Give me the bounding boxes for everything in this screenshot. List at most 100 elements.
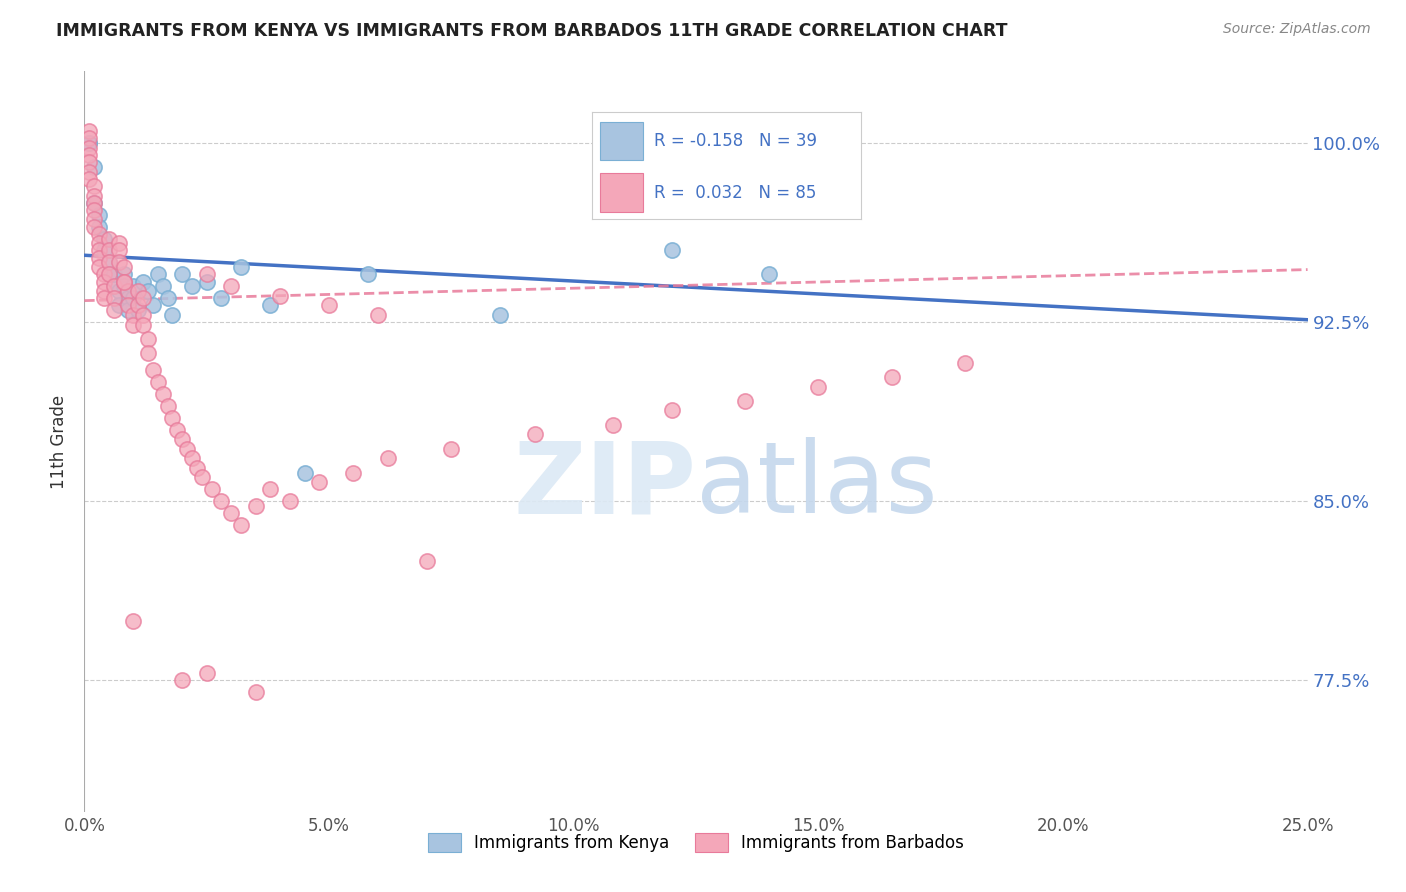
Point: [83, 212, 105, 227]
Point: [156, 291, 179, 305]
Point: [122, 308, 145, 322]
Point: [103, 279, 125, 293]
Point: [278, 494, 301, 508]
Text: Source: ZipAtlas.com: Source: ZipAtlas.com: [1223, 22, 1371, 37]
Point: [156, 399, 179, 413]
Point: [83, 160, 105, 174]
Point: [83, 179, 105, 194]
Point: [195, 268, 218, 282]
Point: [107, 244, 129, 258]
Point: [93, 275, 115, 289]
Point: [83, 219, 105, 234]
Point: [117, 284, 139, 298]
Point: [87, 236, 110, 251]
Point: [77, 124, 100, 138]
Point: [259, 483, 281, 497]
Point: [112, 279, 135, 293]
Point: [294, 466, 316, 480]
Point: [191, 470, 214, 484]
Point: [367, 308, 389, 322]
Point: [661, 244, 683, 258]
Point: [107, 284, 129, 298]
Point: [103, 279, 125, 293]
Point: [172, 432, 194, 446]
Point: [181, 279, 204, 293]
Legend: Immigrants from Kenya, Immigrants from Barbados: Immigrants from Kenya, Immigrants from B…: [420, 826, 972, 859]
Point: [107, 298, 129, 312]
Point: [166, 423, 188, 437]
Point: [734, 393, 756, 408]
Point: [142, 363, 165, 377]
Point: [122, 318, 145, 332]
Point: [318, 298, 340, 312]
Point: [83, 202, 105, 217]
Point: [93, 268, 115, 282]
Point: [87, 251, 110, 265]
Point: [97, 231, 120, 245]
Point: [87, 244, 110, 258]
Point: [152, 386, 174, 401]
Point: [117, 291, 139, 305]
Point: [172, 673, 194, 688]
Point: [162, 410, 184, 425]
Point: [103, 291, 125, 305]
Point: [195, 275, 218, 289]
Point: [953, 356, 976, 370]
Point: [523, 427, 546, 442]
Point: [107, 236, 129, 251]
Point: [87, 260, 110, 275]
Point: [77, 131, 100, 145]
Point: [77, 136, 100, 150]
Point: [132, 308, 155, 322]
Point: [112, 275, 135, 289]
Point: [602, 417, 624, 432]
Point: [181, 451, 204, 466]
Point: [87, 227, 110, 241]
Text: IMMIGRANTS FROM KENYA VS IMMIGRANTS FROM BARBADOS 11TH GRADE CORRELATION CHART: IMMIGRANTS FROM KENYA VS IMMIGRANTS FROM…: [56, 22, 1008, 40]
Point: [93, 291, 115, 305]
Point: [87, 219, 110, 234]
Point: [77, 171, 100, 186]
Point: [195, 666, 218, 681]
Point: [83, 195, 105, 210]
Point: [93, 244, 115, 258]
Point: [93, 284, 115, 298]
Point: [136, 284, 159, 298]
Point: [127, 298, 149, 312]
Point: [377, 451, 399, 466]
Point: [245, 685, 267, 699]
Point: [807, 379, 830, 393]
Point: [186, 460, 208, 475]
Point: [489, 308, 512, 322]
Point: [209, 494, 232, 508]
Point: [136, 332, 159, 346]
Point: [97, 244, 120, 258]
Point: [132, 318, 155, 332]
Point: [880, 370, 903, 384]
Y-axis label: 11th Grade: 11th Grade: [51, 394, 69, 489]
Point: [83, 195, 105, 210]
Point: [103, 303, 125, 318]
Point: [97, 268, 120, 282]
Point: [269, 289, 291, 303]
Point: [440, 442, 463, 456]
Point: [97, 268, 120, 282]
Point: [209, 291, 232, 305]
Point: [112, 268, 135, 282]
Point: [416, 554, 439, 568]
Text: ZIP: ZIP: [513, 437, 696, 534]
Point: [219, 279, 242, 293]
Point: [132, 275, 155, 289]
Point: [142, 298, 165, 312]
Point: [146, 375, 169, 389]
Point: [97, 255, 120, 269]
Point: [308, 475, 330, 490]
Point: [107, 255, 129, 269]
Point: [77, 148, 100, 162]
Point: [122, 279, 145, 293]
Point: [122, 614, 145, 628]
Point: [77, 141, 100, 155]
Point: [229, 518, 252, 533]
Point: [342, 466, 364, 480]
Point: [77, 136, 100, 150]
